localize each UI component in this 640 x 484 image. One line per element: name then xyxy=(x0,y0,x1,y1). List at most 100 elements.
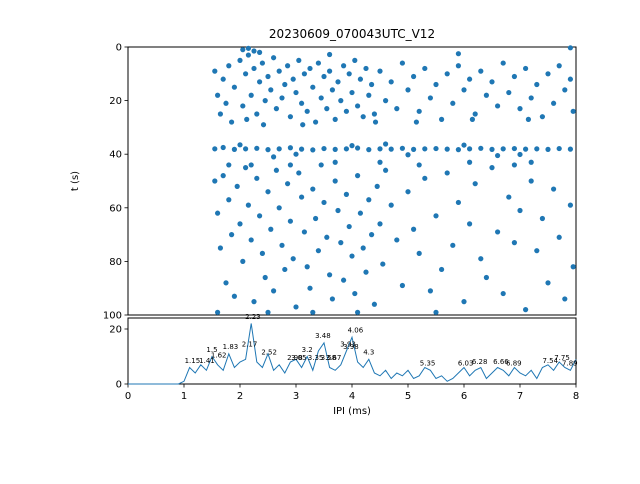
scatter-point xyxy=(287,145,293,151)
peak-annotation: 3.93 xyxy=(340,340,356,348)
y-tick-label: 60 xyxy=(109,203,122,214)
scatter-point xyxy=(433,213,439,219)
x-tick-label: 7 xyxy=(517,391,523,402)
scatter-point xyxy=(383,167,389,173)
histogram-trace xyxy=(128,323,577,385)
scatter-point xyxy=(215,210,221,216)
scatter-point xyxy=(240,47,246,53)
peak-annotation: 6.03 xyxy=(458,360,474,368)
scatter-point xyxy=(321,145,327,152)
scatter-point xyxy=(271,55,277,61)
scatter-point xyxy=(545,280,551,286)
scatter-point xyxy=(215,92,221,98)
scatter-point xyxy=(388,79,394,85)
x-tick-label: 1 xyxy=(181,391,187,402)
scatter-point xyxy=(304,108,310,114)
scatter-point xyxy=(517,207,523,214)
scatter-point xyxy=(371,301,377,307)
line-series xyxy=(128,323,577,385)
scatter-point xyxy=(237,142,243,148)
peak-annotation: 1.15 xyxy=(185,357,201,365)
scatter-point xyxy=(237,57,243,64)
scatter-point xyxy=(310,309,316,315)
scatter-point xyxy=(321,199,327,206)
scatter-point xyxy=(245,45,251,51)
chart-title: 20230609_070043UTC_V12 xyxy=(269,27,435,41)
scatter-point xyxy=(327,51,333,58)
scatter-point xyxy=(467,76,473,82)
peak-annotation: 2.52 xyxy=(261,349,277,357)
x-tick-label: 8 xyxy=(573,391,579,402)
scatter-point xyxy=(444,146,450,152)
scatter-point xyxy=(313,119,319,125)
scatter-point xyxy=(374,183,380,189)
scatter-point xyxy=(377,146,383,152)
scatter-point xyxy=(282,81,288,88)
scatter-point xyxy=(231,84,237,90)
scatter-point xyxy=(343,191,349,197)
scatter-point xyxy=(332,116,338,122)
scatter-point xyxy=(290,256,296,262)
scatter-point xyxy=(260,122,267,128)
scatter-point xyxy=(290,76,296,82)
scatter-point xyxy=(299,194,305,200)
scatter-point xyxy=(315,248,321,254)
peak-annotation: 1.41 xyxy=(199,357,215,365)
scatter-point xyxy=(248,162,254,168)
scatter-point xyxy=(467,146,473,152)
scatter-point xyxy=(268,226,274,232)
peak-annotation: 1.5 xyxy=(206,346,217,354)
scatter-point xyxy=(422,175,428,181)
scatter-point xyxy=(478,68,484,74)
scatter-point xyxy=(411,146,417,152)
scatter-point xyxy=(285,63,291,69)
scatter-point xyxy=(377,159,383,165)
scatter-point xyxy=(244,116,250,122)
scatter-point xyxy=(483,274,489,281)
scatter-point xyxy=(262,274,268,281)
scatter-point xyxy=(500,290,506,297)
peak-annotation: 3.05 xyxy=(291,354,307,362)
scatter-point xyxy=(523,65,529,72)
scatter-point xyxy=(357,210,363,216)
scatter-point xyxy=(276,205,282,211)
scatter-point xyxy=(273,106,279,112)
scatter-point xyxy=(310,186,316,192)
scatter-point xyxy=(245,202,251,208)
scatter-point xyxy=(556,145,562,152)
scatter-point xyxy=(279,242,285,248)
scatter-point xyxy=(251,299,257,305)
scatter-point xyxy=(495,152,501,159)
scatter-point xyxy=(338,240,344,246)
scatter-point xyxy=(262,98,268,104)
scatter-point xyxy=(439,266,445,273)
scatter-point xyxy=(346,71,352,77)
peak-annotation: 4.3 xyxy=(363,349,374,357)
scatter-point xyxy=(223,280,229,286)
scatter-point xyxy=(226,197,232,203)
scatter-point xyxy=(528,159,534,165)
y-tick-label: 0 xyxy=(116,43,122,54)
y-tick-label: 100 xyxy=(103,311,122,322)
x-tick-label: 0 xyxy=(125,391,131,402)
scatter-point xyxy=(377,68,383,74)
scatter-point xyxy=(366,147,372,153)
scatter-point xyxy=(341,277,347,283)
scatter-point xyxy=(444,170,450,176)
scatter-point xyxy=(394,106,400,112)
scatter-point xyxy=(349,89,355,96)
peak-annotation: 7.75 xyxy=(554,354,570,362)
scatter-point xyxy=(307,65,313,72)
scatter-point xyxy=(525,116,532,122)
scatter-point xyxy=(534,81,540,88)
scatter-point xyxy=(405,189,411,195)
scatter-point xyxy=(461,299,467,305)
scatter-point xyxy=(220,76,226,82)
scatter-point xyxy=(254,111,260,117)
scatter-point xyxy=(556,63,562,69)
y-axis-label-top: t (s) xyxy=(70,171,81,191)
scatter-point xyxy=(287,162,293,168)
scatter-point xyxy=(500,146,506,152)
scatter-point xyxy=(489,165,495,171)
